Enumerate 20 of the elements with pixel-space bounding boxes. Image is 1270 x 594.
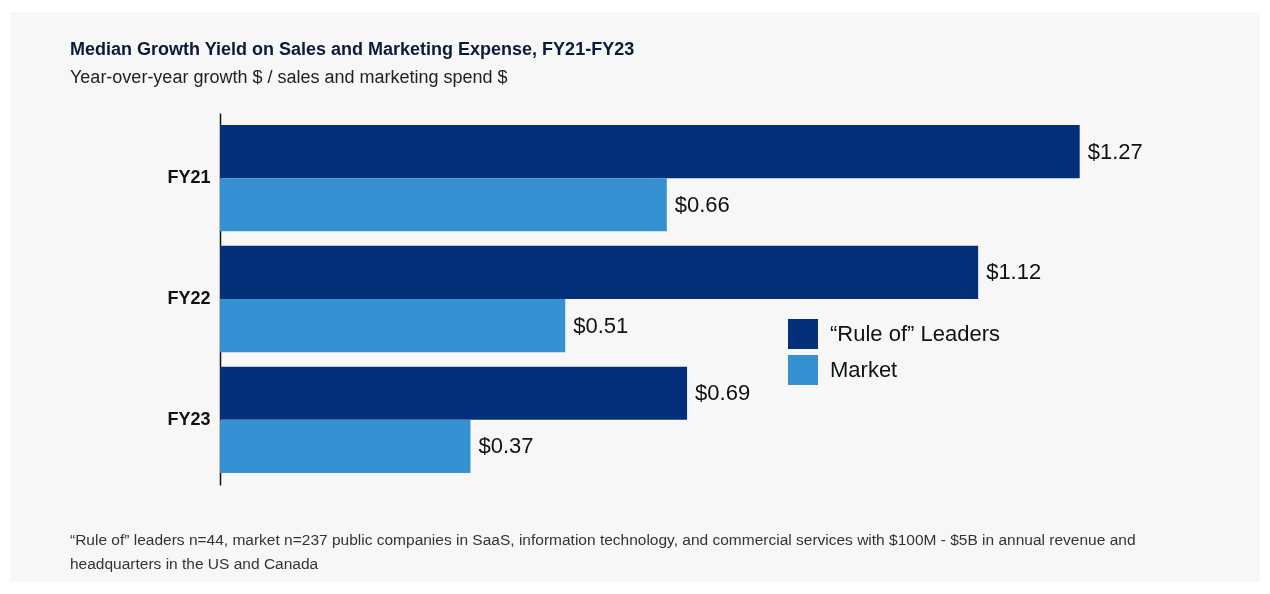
bar <box>220 245 979 299</box>
legend-label: “Rule of” Leaders <box>830 321 1000 346</box>
bar <box>220 299 566 353</box>
y-tick-label: FY21 <box>167 167 211 188</box>
data-label: $1.27 <box>1087 138 1143 164</box>
text: “Rule of” leaders n=44, market n=237 public companies in SaaS, information technology, and commercial services with $100M - $5B in annual revenue and headquarters in the US and Canada <box>70 530 1137 574</box>
data-label: $0.66 <box>674 191 730 217</box>
chart-subtitle: Year-over-year growth $ / sales and marketing spend $ <box>70 67 508 87</box>
bar <box>220 366 688 420</box>
data-label: $0.51 <box>573 312 629 338</box>
data-label: $0.69 <box>695 380 751 406</box>
bar <box>220 178 667 232</box>
legend-label: Market <box>830 357 898 382</box>
data-label: $0.37 <box>478 433 534 459</box>
y-tick-label: FY22 <box>167 288 211 308</box>
bar <box>220 125 1080 179</box>
chart-title: Median Growth Yield on Sales and Marketing Expense, FY21-FY23 <box>70 39 635 59</box>
y-tick-label: FY23 <box>167 408 211 429</box>
data-label: $1.12 <box>986 259 1042 285</box>
bar <box>220 419 471 473</box>
